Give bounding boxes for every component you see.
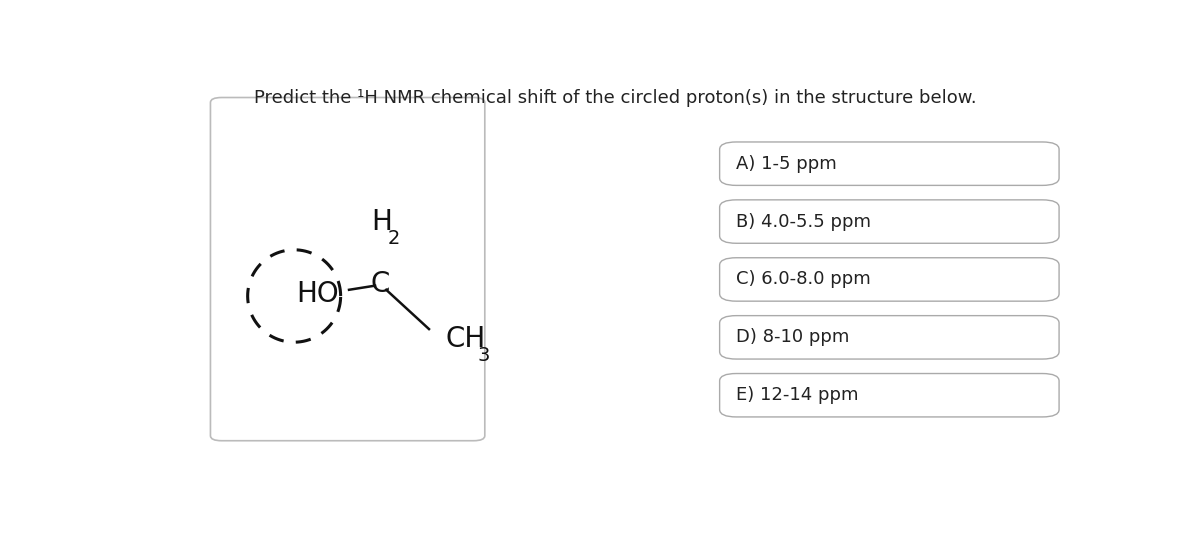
Text: D) 8-10 ppm: D) 8-10 ppm: [737, 328, 850, 346]
FancyBboxPatch shape: [720, 374, 1060, 417]
Text: H: H: [371, 208, 392, 236]
Text: E) 12-14 ppm: E) 12-14 ppm: [737, 386, 859, 404]
Text: A) 1-5 ppm: A) 1-5 ppm: [737, 155, 838, 173]
FancyBboxPatch shape: [210, 98, 485, 441]
Text: C) 6.0-8.0 ppm: C) 6.0-8.0 ppm: [737, 271, 871, 288]
Text: CH: CH: [445, 325, 486, 353]
Text: 2: 2: [388, 229, 401, 249]
FancyBboxPatch shape: [720, 200, 1060, 243]
Text: 3: 3: [478, 346, 490, 366]
FancyBboxPatch shape: [720, 142, 1060, 185]
FancyBboxPatch shape: [720, 316, 1060, 359]
Text: HO: HO: [296, 280, 338, 308]
FancyBboxPatch shape: [720, 258, 1060, 301]
Text: Predict the ¹H NMR chemical shift of the circled proton(s) in the structure belo: Predict the ¹H NMR chemical shift of the…: [253, 89, 977, 107]
Text: C: C: [371, 270, 390, 297]
Text: B) 4.0-5.5 ppm: B) 4.0-5.5 ppm: [737, 213, 871, 230]
